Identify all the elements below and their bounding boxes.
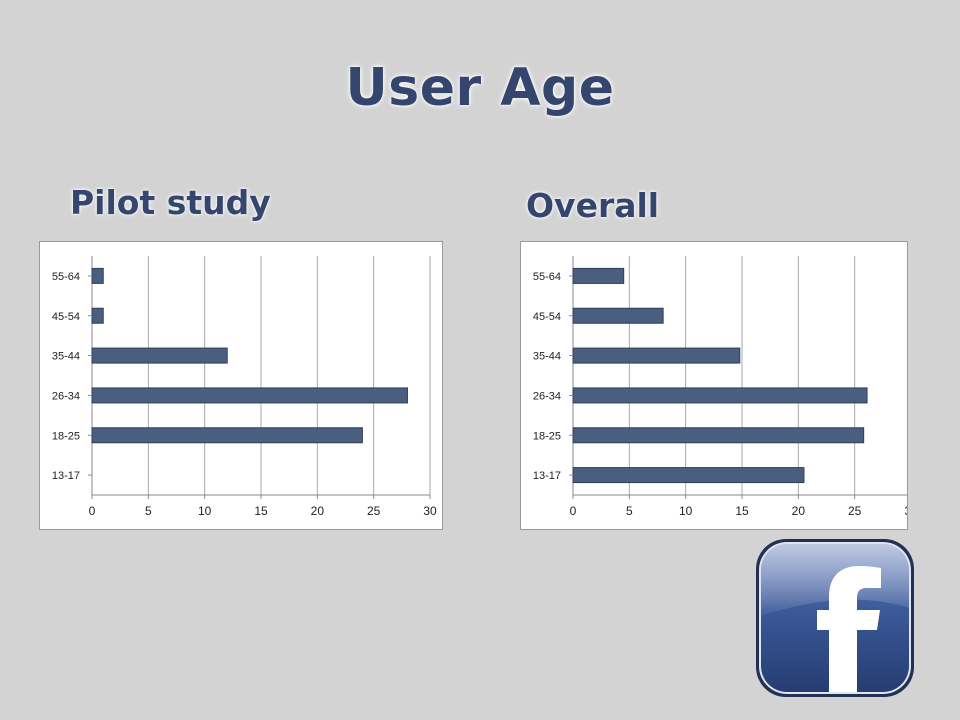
pilot-x-tick-label: 25 xyxy=(367,504,381,518)
pilot-x-tick-label: 20 xyxy=(311,504,325,518)
overall-bar-18-25 xyxy=(572,427,865,444)
overall-x-tick-label: 5 xyxy=(626,504,633,518)
overall-bar-55-64 xyxy=(572,267,625,284)
pilot-x-tick-label: 0 xyxy=(89,504,96,518)
pilot-bar-26-34 xyxy=(91,387,408,404)
overall-bar-13-17 xyxy=(572,467,805,484)
pilot-category-label: 26-34 xyxy=(52,390,80,402)
overall-x-tick-label: 30 xyxy=(904,504,907,518)
pilot-bar-18-25 xyxy=(91,427,363,444)
overall-bar-45-54 xyxy=(572,307,664,324)
pilot-x-tick-label: 30 xyxy=(423,504,437,518)
pilot-category-label: 45-54 xyxy=(52,311,80,323)
overall-x-tick-label: 15 xyxy=(735,504,749,518)
pilot-category-label: 18-25 xyxy=(52,430,80,442)
overall-chart-panel: 0 5 10 15 20 25 30 13-17 18-25 26-34 35-44 45-54 55-… xyxy=(520,241,908,530)
pilot-chart-heading: Pilot study xyxy=(70,183,271,222)
pilot-x-tick-label: 5 xyxy=(145,504,152,518)
overall-bar-35-44 xyxy=(572,347,741,364)
pilot-chart-panel: 0 5 10 15 20 25 30 13-17 18-25 26-34 35-44 45-54 55-… xyxy=(39,241,443,530)
overall-bar-26-34 xyxy=(572,387,868,404)
overall-category-label: 13-17 xyxy=(533,470,561,482)
overall-x-tick-label: 20 xyxy=(792,504,806,518)
overall-bar-chart: 0 5 10 15 20 25 30 13-17 18-25 26-34 35-44 45-54 55-… xyxy=(533,256,907,518)
overall-category-label: 26-34 xyxy=(533,390,561,402)
pilot-x-tick-label: 10 xyxy=(198,504,212,518)
overall-category-label: 18-25 xyxy=(533,430,561,442)
pilot-bar-45-54 xyxy=(91,307,104,324)
slide-title: User Age xyxy=(345,58,615,118)
pilot-bar-chart: 0 5 10 15 20 25 30 13-17 18-25 26-34 35-44 45-54 55-… xyxy=(52,256,437,518)
pilot-bar-55-64 xyxy=(91,267,104,284)
overall-category-label: 55-64 xyxy=(533,271,561,283)
facebook-logo-icon xyxy=(756,539,914,697)
overall-x-tick-label: 10 xyxy=(679,504,693,518)
overall-chart-heading: Overall xyxy=(526,186,660,225)
pilot-category-label: 35-44 xyxy=(52,351,80,363)
pilot-x-tick-label: 15 xyxy=(254,504,268,518)
pilot-category-label: 13-17 xyxy=(52,470,80,482)
pilot-bar-35-44 xyxy=(91,347,228,364)
overall-x-tick-label: 0 xyxy=(570,504,577,518)
overall-category-label: 45-54 xyxy=(533,311,561,323)
overall-x-tick-label: 25 xyxy=(848,504,862,518)
pilot-category-label: 55-64 xyxy=(52,271,80,283)
overall-category-label: 35-44 xyxy=(533,351,561,363)
